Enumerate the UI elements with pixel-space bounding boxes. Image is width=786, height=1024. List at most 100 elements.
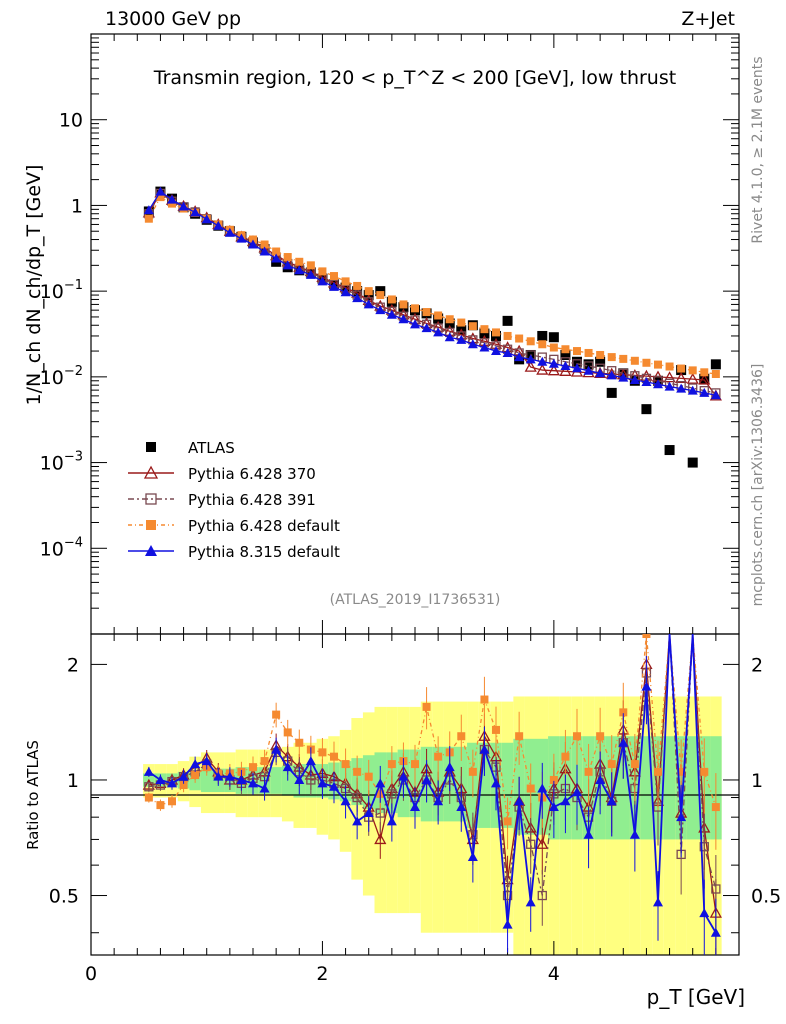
data-point (352, 293, 363, 303)
data-point (146, 442, 156, 452)
ratio-y-axis-label: Ratio to ATLAS (24, 740, 42, 850)
data-point (549, 343, 558, 352)
data-point (317, 276, 328, 286)
header-left: 13000 GeV pp (105, 8, 241, 30)
data-point (572, 356, 582, 367)
data-point (492, 328, 500, 337)
data-point (629, 374, 640, 384)
data-point (491, 346, 501, 356)
data-point (537, 783, 548, 793)
data-point (306, 261, 315, 270)
data-point (433, 796, 444, 806)
data-point (353, 281, 362, 290)
data-point (190, 759, 201, 769)
data-point (444, 762, 455, 772)
data-point (526, 839, 536, 849)
data-point (421, 323, 432, 333)
data-point (467, 851, 478, 861)
data-point (260, 240, 269, 249)
data-point (179, 781, 188, 790)
legend-label: Pythia 6.428 default (188, 517, 340, 535)
data-point (399, 300, 408, 309)
data-point (653, 379, 663, 389)
data-point (422, 702, 431, 711)
data-point (259, 783, 270, 793)
data-point (434, 752, 443, 761)
data-point (143, 205, 154, 215)
data-point (536, 837, 549, 849)
data-point (514, 796, 525, 806)
data-point (191, 771, 200, 780)
data-point (664, 445, 675, 456)
ratio-y-tick-label-right: 2 (751, 654, 763, 676)
data-point (155, 186, 166, 196)
data-point (456, 802, 467, 812)
data-point (364, 287, 373, 296)
data-point (305, 756, 316, 766)
data-point (457, 318, 466, 327)
data-point (618, 737, 629, 747)
data-point (410, 802, 420, 812)
data-point (260, 757, 269, 766)
data-point (167, 778, 177, 788)
data-point (364, 772, 373, 781)
data-point (457, 732, 466, 741)
data-point (560, 360, 571, 370)
data-point (479, 342, 490, 352)
data-point (688, 366, 697, 375)
data-point (641, 681, 652, 691)
data-point (641, 377, 652, 387)
data-point (503, 331, 512, 340)
data-point (421, 774, 432, 784)
data-point (686, 372, 699, 384)
data-point (561, 345, 570, 354)
plot-title: Transmin region, 120 < p_T^Z < 200 [GeV]… (153, 67, 676, 89)
data-point (434, 311, 443, 320)
legend-item: Pythia 6.428 391 (128, 491, 316, 509)
legend: ATLAS Pythia 6.428 370 Pythia 6.428 391 Pyt… (128, 439, 340, 561)
data-point (687, 457, 698, 468)
data-point (548, 802, 559, 812)
data-point (317, 778, 328, 788)
data-point (444, 318, 455, 329)
data-point (654, 360, 662, 369)
data-point (374, 833, 387, 845)
rivet-version-label: Rivet 4.1.0, ≥ 2.1M events (750, 56, 766, 243)
data-point (596, 732, 605, 741)
legend-item: Pythia 6.428 default (128, 517, 340, 535)
data-point (699, 908, 710, 918)
data-point (283, 728, 292, 737)
data-point (272, 710, 281, 719)
data-point (619, 708, 628, 717)
ratio-series-pythia-8-315-default (143, 634, 721, 955)
data-point (341, 760, 350, 769)
data-point (630, 760, 639, 769)
data-point (445, 315, 454, 324)
data-point (491, 778, 501, 788)
data-point (607, 353, 616, 362)
legend-item: ATLAS (146, 439, 235, 457)
green-band-segment (686, 736, 699, 840)
data-point (710, 359, 721, 370)
data-point (224, 771, 235, 781)
data-point (145, 493, 157, 505)
data-point (525, 354, 536, 364)
data-point (584, 767, 593, 776)
data-point (294, 774, 305, 784)
ratio-y-tick-label-left: 1 (67, 770, 79, 792)
axis-ticks (90, 33, 740, 955)
data-point (178, 201, 189, 211)
legend-label: Pythia 6.428 391 (188, 491, 316, 509)
data-point (654, 767, 662, 776)
data-point (537, 890, 547, 901)
data-point (155, 774, 166, 784)
data-point (422, 308, 431, 317)
green-band-segment (663, 736, 676, 840)
data-point (595, 774, 606, 784)
data-point (700, 368, 709, 377)
data-point (538, 340, 547, 349)
green-band-segment (640, 736, 653, 840)
data-point (467, 339, 478, 349)
data-point (330, 272, 338, 281)
data-point (318, 748, 327, 757)
